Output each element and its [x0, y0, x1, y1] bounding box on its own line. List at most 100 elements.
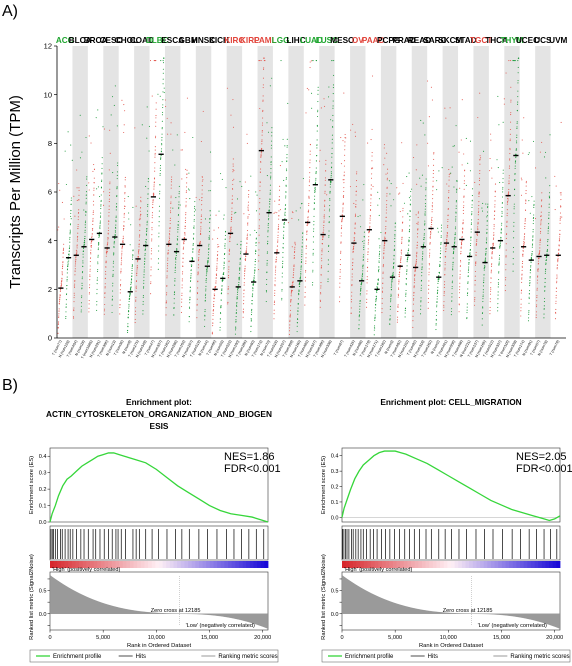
data-point — [268, 209, 270, 211]
data-point — [432, 170, 434, 172]
data-point — [135, 307, 137, 309]
data-point — [468, 266, 470, 268]
data-point — [438, 279, 440, 281]
data-point — [163, 57, 165, 59]
data-point — [343, 171, 345, 173]
ranking-metric-area — [341, 574, 561, 629]
data-point — [168, 242, 170, 244]
outlier-point — [441, 167, 443, 169]
outlier-point — [188, 189, 190, 191]
data-point — [501, 222, 503, 224]
data-point — [481, 324, 483, 326]
data-point — [307, 223, 309, 225]
data-point — [366, 278, 368, 281]
data-point — [404, 307, 407, 309]
data-point — [285, 178, 287, 180]
data-point — [72, 316, 75, 318]
data-point — [377, 279, 379, 281]
data-point — [509, 158, 511, 160]
data-point — [367, 260, 369, 262]
data-point — [539, 247, 541, 249]
data-point — [197, 267, 199, 269]
data-point — [251, 303, 253, 305]
data-point — [245, 251, 248, 253]
data-point — [501, 210, 503, 212]
data-point — [321, 251, 323, 253]
metric-color-segment — [202, 561, 207, 568]
data-point — [365, 306, 368, 308]
outlier-point — [299, 207, 301, 209]
data-point — [393, 255, 395, 257]
data-point — [453, 247, 455, 249]
data-point — [62, 264, 64, 266]
data-point — [58, 315, 60, 317]
data-point — [88, 311, 90, 313]
data-point — [343, 187, 345, 189]
data-point — [293, 264, 295, 266]
data-point — [198, 251, 200, 253]
data-point — [484, 258, 486, 260]
data-point — [124, 200, 126, 202]
data-point — [100, 215, 102, 217]
outlier-point — [67, 131, 69, 133]
metric-color-segment — [119, 561, 124, 568]
metric-color-segment — [520, 561, 525, 568]
data-point — [316, 144, 318, 146]
data-point — [73, 285, 75, 287]
metric-color-segment — [93, 561, 98, 568]
data-point — [184, 222, 186, 224]
data-point — [382, 282, 384, 284]
outlier-point — [528, 200, 530, 202]
data-point — [224, 238, 226, 240]
outlier-point — [266, 175, 268, 177]
data-point — [544, 272, 546, 274]
data-point — [229, 238, 231, 240]
outlier-point — [208, 190, 210, 192]
data-point — [301, 259, 303, 261]
data-point — [113, 240, 115, 242]
metric-color-segment — [60, 561, 65, 568]
metric-color-segment — [530, 561, 535, 568]
group-label: T (num57) — [530, 340, 541, 356]
data-point — [429, 252, 431, 254]
metric-color-segment — [217, 561, 222, 568]
data-point — [238, 281, 240, 284]
data-point — [75, 261, 77, 263]
data-point — [491, 252, 493, 254]
data-point — [192, 244, 194, 246]
data-point — [451, 280, 453, 282]
data-point — [169, 219, 171, 222]
data-point — [293, 251, 296, 254]
cancer-type-label: ACC — [56, 36, 74, 45]
data-point — [178, 201, 180, 203]
data-point — [522, 254, 524, 256]
data-point — [186, 173, 188, 175]
data-point — [445, 248, 447, 250]
data-point — [61, 278, 63, 280]
data-point — [122, 241, 124, 243]
outlier-point — [58, 226, 60, 228]
outlier-point — [70, 144, 72, 146]
outlier-point — [459, 187, 461, 189]
data-point — [97, 263, 99, 265]
cancer-type-label: SARC — [423, 36, 446, 45]
data-point — [493, 232, 495, 234]
data-point — [367, 241, 369, 243]
outlier-point — [420, 185, 422, 187]
column-shade — [442, 46, 459, 338]
data-point — [384, 237, 386, 239]
data-point — [455, 200, 458, 202]
outlier-point — [280, 60, 282, 62]
data-point — [477, 211, 480, 213]
data-point — [499, 247, 501, 249]
data-point — [377, 278, 379, 280]
data-point — [153, 181, 155, 183]
data-point — [251, 311, 253, 313]
data-point — [207, 251, 210, 253]
data-point — [101, 167, 103, 169]
data-point — [199, 240, 201, 243]
data-point — [136, 274, 138, 277]
data-point — [312, 271, 314, 273]
outlier-point — [415, 169, 417, 171]
data-point — [161, 137, 163, 139]
